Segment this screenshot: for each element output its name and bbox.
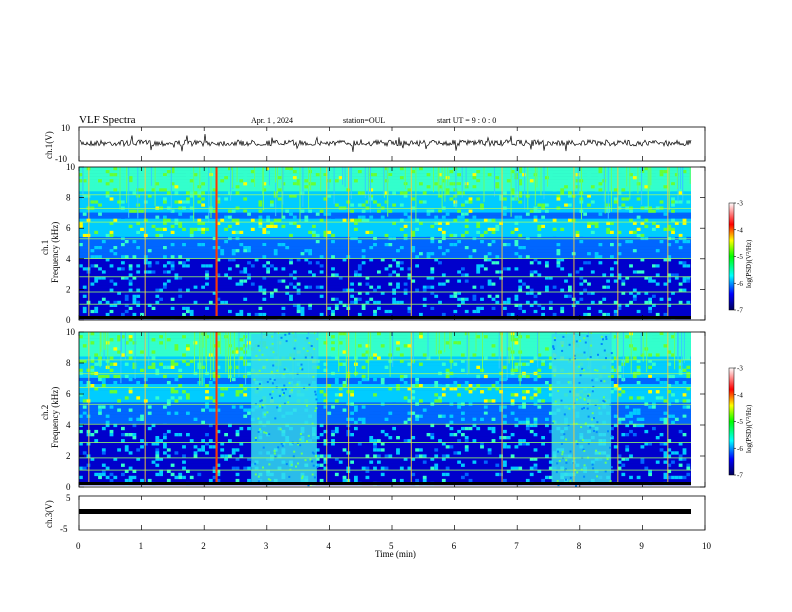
ch2-colorbar-tick--7: -7 <box>737 472 743 480</box>
ch1-waveform-line <box>79 134 692 152</box>
ch1-ylabel: ch.1(V) <box>44 131 54 159</box>
ch1-ytick-bottom: -10 <box>55 154 67 164</box>
ch1-spec-ylabel: Frequency (kHz) <box>50 222 60 283</box>
ch2-colorbar-tick--6: -6 <box>737 445 743 453</box>
ch1-spec-ytick-2: 2 <box>66 284 71 294</box>
ch2-spec-ylabel: Frequency (kHz) <box>50 387 60 448</box>
ch3-waveform-trace <box>79 509 691 514</box>
ch1-colorbar-tick--4: -4 <box>737 226 743 234</box>
ch1-colorbar-label: log(PSD)(V²/Hz) <box>745 239 753 288</box>
ch2-spec-ytick-6: 6 <box>66 389 71 399</box>
time-axis-label: Time (min) <box>375 549 416 559</box>
ch2-spec-ytick-8: 8 <box>66 358 71 368</box>
figure-title: VLF Spectra <box>79 114 136 126</box>
time-tick-4: 4 <box>326 541 331 551</box>
ch3-ytick-bottom: -5 <box>60 524 68 534</box>
ch1-spec-ytick-10: 10 <box>66 162 76 172</box>
ch1-waveform-panel: 10 -10 ch.1(V) <box>44 123 706 164</box>
ch2-spec-ytick-2: 2 <box>66 451 71 461</box>
ch2-spec-ylabel-top: ch.2 <box>40 405 50 420</box>
ch2-colorbar-label: log(PSD)(V²/Hz) <box>745 404 753 453</box>
ch2-spectrogram-image <box>79 332 691 487</box>
ch1-colorbar-tick--6: -6 <box>737 280 743 288</box>
ch1-spec-ytick-6: 6 <box>66 223 71 233</box>
ch1-spec-ylabel-top: ch.1 <box>40 240 50 255</box>
ch1-colorbar <box>728 202 735 311</box>
time-tick-10: 10 <box>702 541 712 551</box>
ch1-spec-ytick-0: 0 <box>66 315 71 325</box>
ch1-spec-ytick-4: 4 <box>66 254 71 264</box>
ch2-spec-ytick-4: 4 <box>66 420 71 430</box>
ch1-spectrogram-image <box>79 167 691 320</box>
station-label: station=OUL <box>343 116 385 125</box>
ch1-colorbar-tick--7: -7 <box>737 307 743 315</box>
start-time-label: start UT = 9 : 0 : 0 <box>437 116 496 125</box>
time-tick-7: 7 <box>514 541 519 551</box>
time-tick-1: 1 <box>139 541 144 551</box>
ch2-colorbar-tick--5: -5 <box>737 418 743 426</box>
time-tick-0: 0 <box>76 541 81 551</box>
time-tick-2: 2 <box>201 541 206 551</box>
ch1-colorbar-tick--5: -5 <box>737 253 743 261</box>
ch2-spec-ytick-0: 0 <box>66 482 71 492</box>
ch1-spec-ytick-8: 8 <box>66 193 71 203</box>
ch3-ylabel: ch.3(V) <box>44 500 54 528</box>
ch2-spec-ytick-10: 10 <box>66 327 76 337</box>
ch1-ytick-top: 10 <box>61 123 71 133</box>
time-tick-5: 5 <box>389 541 394 551</box>
ch1-colorbar-tick--3: -3 <box>737 200 743 208</box>
ch3-waveform-panel: 5 -5 ch.3(V) <box>44 493 706 534</box>
time-tick-6: 6 <box>452 541 457 551</box>
ch2-colorbar-tick--4: -4 <box>737 391 743 399</box>
time-tick-3: 3 <box>264 541 269 551</box>
ch3-ytick-top: 5 <box>66 493 71 503</box>
time-tick-8: 8 <box>577 541 582 551</box>
time-axis: 0 1 2 3 4 5 6 7 8 9 10 <box>76 127 712 551</box>
ch2-colorbar <box>728 367 735 476</box>
ch2-colorbar-tick--3: -3 <box>737 365 743 373</box>
time-tick-9: 9 <box>639 541 644 551</box>
date-label: Apr. 1 , 2024 <box>251 116 293 125</box>
